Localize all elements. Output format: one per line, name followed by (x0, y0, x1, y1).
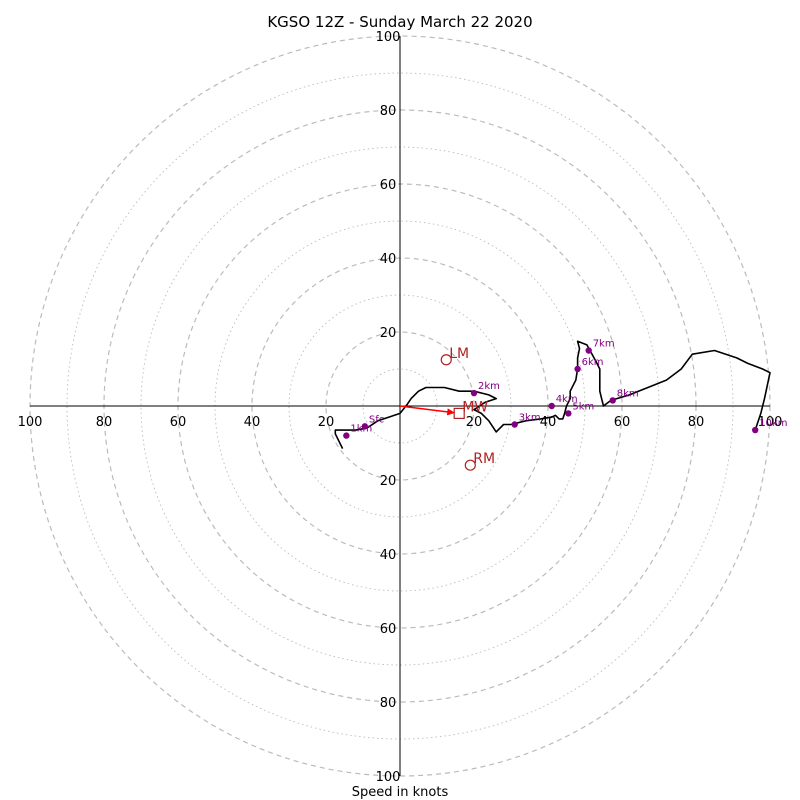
hodograph-trace (334, 340, 771, 449)
height-label: 4km (556, 394, 578, 405)
mean-wind-label: MW (462, 399, 488, 415)
height-label: 6km (582, 357, 604, 368)
y-tick-label: 100 (376, 770, 401, 785)
x-tick-label: 60 (170, 415, 187, 430)
height-marker (511, 421, 518, 428)
height-label: 1km (350, 424, 372, 435)
height-marker (752, 426, 759, 434)
x-axis-label: Speed in knots (352, 785, 449, 800)
x-tick-label: 40 (244, 415, 261, 430)
height-label: 10km (759, 418, 787, 429)
storm-motion-marker (440, 354, 452, 366)
y-tick-label: 100 (376, 30, 401, 45)
x-tick-label: 20 (466, 415, 483, 430)
storm-motion-label: LM (449, 346, 469, 362)
storm-motion-label: RM (473, 451, 495, 467)
y-tick-label: 20 (380, 474, 397, 489)
y-tick-label: 80 (380, 104, 397, 119)
height-marker (343, 432, 350, 439)
x-tick-label: 60 (614, 415, 631, 430)
x-tick-label: 80 (688, 415, 705, 430)
height-label: 7km (593, 339, 615, 350)
mean-wind-arrow-shaft (399, 405, 450, 413)
y-tick-label: 80 (380, 696, 397, 711)
tick-labels: 1001008080606040402020202040406060808010… (18, 30, 783, 785)
height-marker (470, 389, 478, 397)
x-tick-label: 20 (318, 415, 335, 430)
height-label: Sfc (369, 414, 384, 425)
height-marker (361, 423, 369, 430)
height-marker (609, 397, 616, 404)
height-label: 2km (478, 381, 500, 392)
x-tick-label: 100 (758, 415, 783, 430)
height-marker (574, 365, 581, 373)
height-marker (565, 410, 572, 417)
height-label: 5km (572, 401, 594, 412)
height-label: 8km (617, 388, 639, 399)
x-tick-label: 80 (96, 415, 113, 430)
chart-title: KGSO 12Z - Sunday March 22 2020 (267, 13, 532, 31)
mean-wind-marker (453, 407, 465, 419)
height-marker (548, 402, 555, 410)
y-tick-label: 60 (380, 622, 397, 637)
x-tick-label: 100 (18, 415, 43, 430)
height-label: 3km (519, 413, 541, 424)
mean-wind-arrow-head (446, 408, 456, 416)
storm-motion-marker (464, 459, 476, 471)
y-tick-label: 20 (380, 326, 397, 341)
height-marker (585, 347, 592, 354)
storm-motion-markers: LM RM MW (399, 346, 495, 471)
y-tick-label: 40 (380, 548, 397, 563)
hodograph-line (334, 340, 771, 449)
y-tick-label: 60 (380, 178, 397, 193)
y-tick-label: 40 (380, 252, 397, 267)
